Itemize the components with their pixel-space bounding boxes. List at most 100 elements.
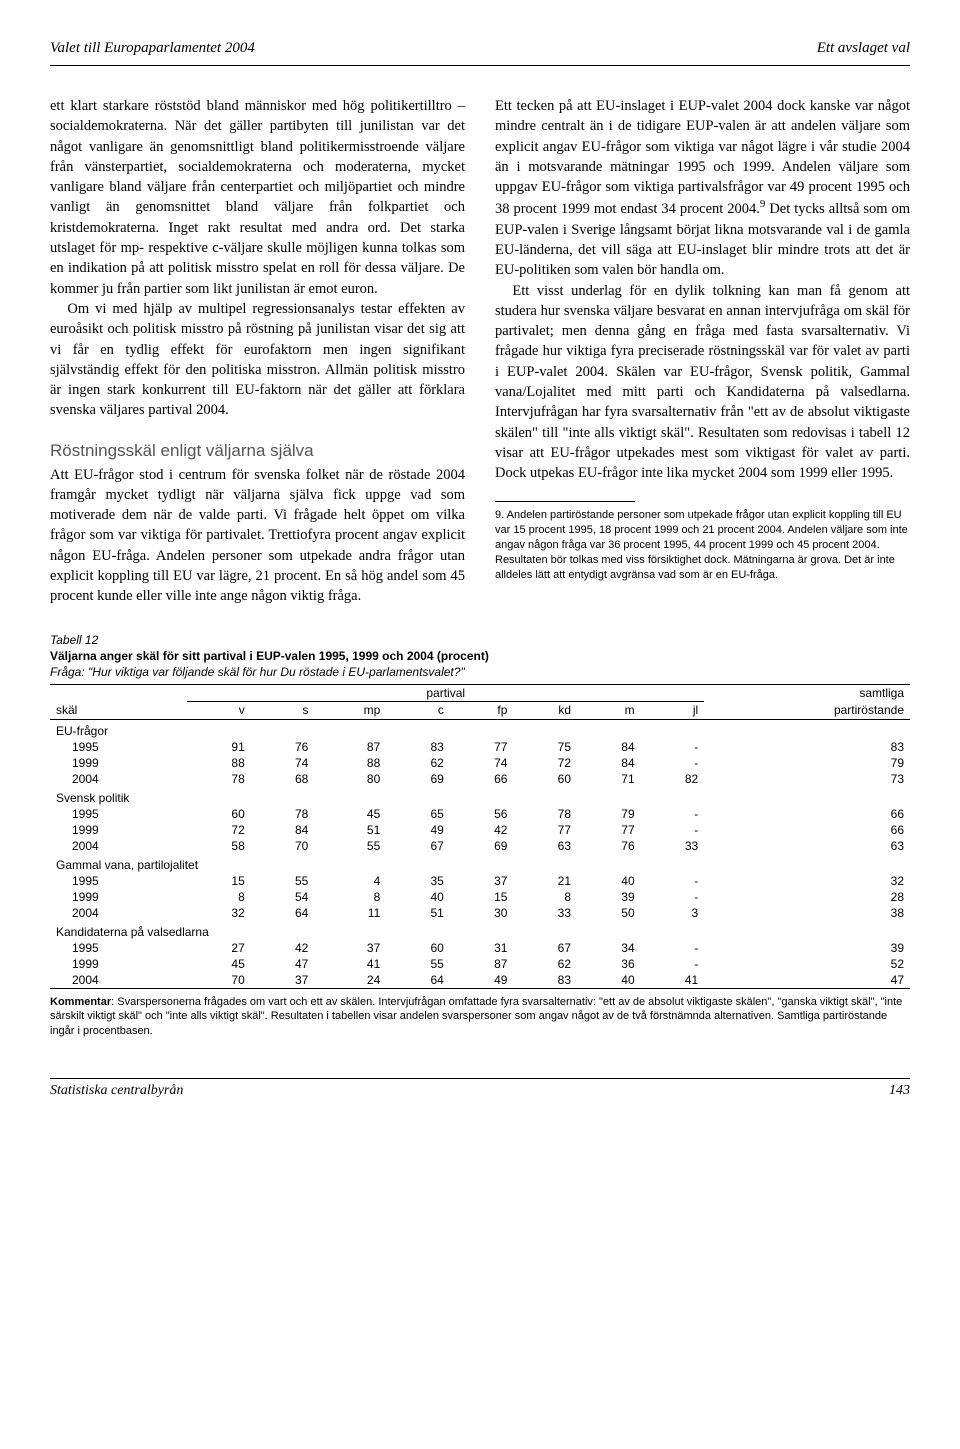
table-title: Väljarna anger skäl för sitt partival i …	[50, 648, 910, 664]
year-cell: 1999	[50, 755, 187, 771]
col-v: v	[187, 702, 251, 720]
data-cell: 64	[251, 905, 315, 921]
data-cell: 84	[577, 739, 641, 755]
data-cell: 68	[251, 771, 315, 787]
page-footer: Statistiska centralbyrån 143	[50, 1078, 910, 1099]
table-row: 199985484015839-28	[50, 889, 910, 905]
data-cell: 70	[187, 972, 251, 989]
data-cell: 8	[187, 889, 251, 905]
data-cell: 21	[513, 873, 577, 889]
data-cell: -	[641, 956, 705, 972]
year-cell: 2004	[50, 972, 187, 989]
col-fp: fp	[450, 702, 514, 720]
table-row: 2004786880696660718273	[50, 771, 910, 787]
table-block: Tabell 12 Väljarna anger skäl för sitt p…	[50, 632, 910, 1038]
data-cell: 32	[704, 873, 910, 889]
year-cell: 1995	[50, 739, 187, 755]
table-row: 199945474155876236-52	[50, 956, 910, 972]
table-caption: Tabell 12 Väljarna anger skäl för sitt p…	[50, 632, 910, 681]
table-row: 199972845149427777-66	[50, 822, 910, 838]
data-cell: 45	[187, 956, 251, 972]
table-group-row: EU-frågor	[50, 720, 910, 740]
data-cell: 40	[577, 972, 641, 989]
data-cell: 49	[386, 822, 450, 838]
left-column: ett klart starkare röststöd bland männi­…	[50, 96, 465, 607]
year-cell: 2004	[50, 905, 187, 921]
header-right: Ett avslaget val	[817, 40, 910, 57]
data-cell: 45	[314, 806, 386, 822]
year-cell: 1999	[50, 889, 187, 905]
table-group-row: Kandidaterna på valsedlarna	[50, 921, 910, 940]
data-cell: 38	[704, 905, 910, 921]
data-cell: 69	[386, 771, 450, 787]
data-cell: 74	[251, 755, 315, 771]
data-cell: 84	[577, 755, 641, 771]
header-rule	[50, 65, 910, 66]
data-cell: 55	[314, 838, 386, 854]
group-label: EU-frågor	[50, 720, 910, 740]
data-cell: -	[641, 755, 705, 771]
table-comment: Kommentar: Svarspersonerna frågades om v…	[50, 995, 910, 1038]
col-s: s	[251, 702, 315, 720]
data-cell: 60	[513, 771, 577, 787]
group-label: Gammal vana, partilojalitet	[50, 854, 910, 873]
data-cell: 83	[513, 972, 577, 989]
para: Att EU-frågor stod i centrum för svenska…	[50, 465, 465, 607]
data-cell: 77	[513, 822, 577, 838]
data-cell: 83	[386, 739, 450, 755]
data-cell: 91	[187, 739, 251, 755]
superhead-partival: partival	[187, 685, 704, 702]
page: Valet till Europaparlamentet 2004 Ett av…	[0, 0, 960, 1129]
data-cell: 36	[577, 956, 641, 972]
data-cell: 55	[386, 956, 450, 972]
data-cell: -	[641, 739, 705, 755]
col-c: c	[386, 702, 450, 720]
footnote-rule	[495, 501, 635, 502]
footer-left: Statistiska centralbyrån	[50, 1083, 183, 1099]
data-cell: -	[641, 940, 705, 956]
data-cell: 62	[386, 755, 450, 771]
table-question: Fråga: "Hur viktiga var följande skäl fö…	[50, 664, 910, 680]
year-cell: 1999	[50, 956, 187, 972]
table-group-row: Svensk politik	[50, 787, 910, 806]
data-cell: 15	[450, 889, 514, 905]
year-cell: 1995	[50, 873, 187, 889]
data-cell: 4	[314, 873, 386, 889]
table-row: 19951555435372140-32	[50, 873, 910, 889]
data-cell: 66	[704, 822, 910, 838]
para: ett klart starkare röststöd bland männi­…	[50, 96, 465, 299]
data-cell: 83	[704, 739, 910, 755]
superhead-samtliga: samtliga	[704, 685, 910, 702]
year-cell: 2004	[50, 771, 187, 787]
table-row: 199560784565567879-66	[50, 806, 910, 822]
table-superhead-row: partival samtliga	[50, 685, 910, 702]
body-columns: ett klart starkare röststöd bland männi­…	[50, 96, 910, 607]
group-label: Svensk politik	[50, 787, 910, 806]
data-cell: 72	[513, 755, 577, 771]
data-cell: 30	[450, 905, 514, 921]
data-cell: 74	[450, 755, 514, 771]
data-cell: -	[641, 873, 705, 889]
table-row: 199988748862747284-79	[50, 755, 910, 771]
data-cell: 56	[450, 806, 514, 822]
data-cell: 31	[450, 940, 514, 956]
data-cell: 69	[450, 838, 514, 854]
data-cell: 70	[251, 838, 315, 854]
data-cell: 78	[513, 806, 577, 822]
data-cell: 60	[386, 940, 450, 956]
data-cell: 80	[314, 771, 386, 787]
data-cell: 77	[450, 739, 514, 755]
col-jl: jl	[641, 702, 705, 720]
year-cell: 2004	[50, 838, 187, 854]
col-m: m	[577, 702, 641, 720]
footer-page-number: 143	[889, 1083, 910, 1099]
data-cell: 49	[450, 972, 514, 989]
table-header-row: skäl v s mp c fp kd m jl partiröstande	[50, 702, 910, 720]
data-cell: 66	[704, 806, 910, 822]
data-cell: 78	[187, 771, 251, 787]
data-cell: 65	[386, 806, 450, 822]
data-cell: 62	[513, 956, 577, 972]
data-cell: 76	[251, 739, 315, 755]
data-cell: 79	[577, 806, 641, 822]
data-cell: 55	[251, 873, 315, 889]
